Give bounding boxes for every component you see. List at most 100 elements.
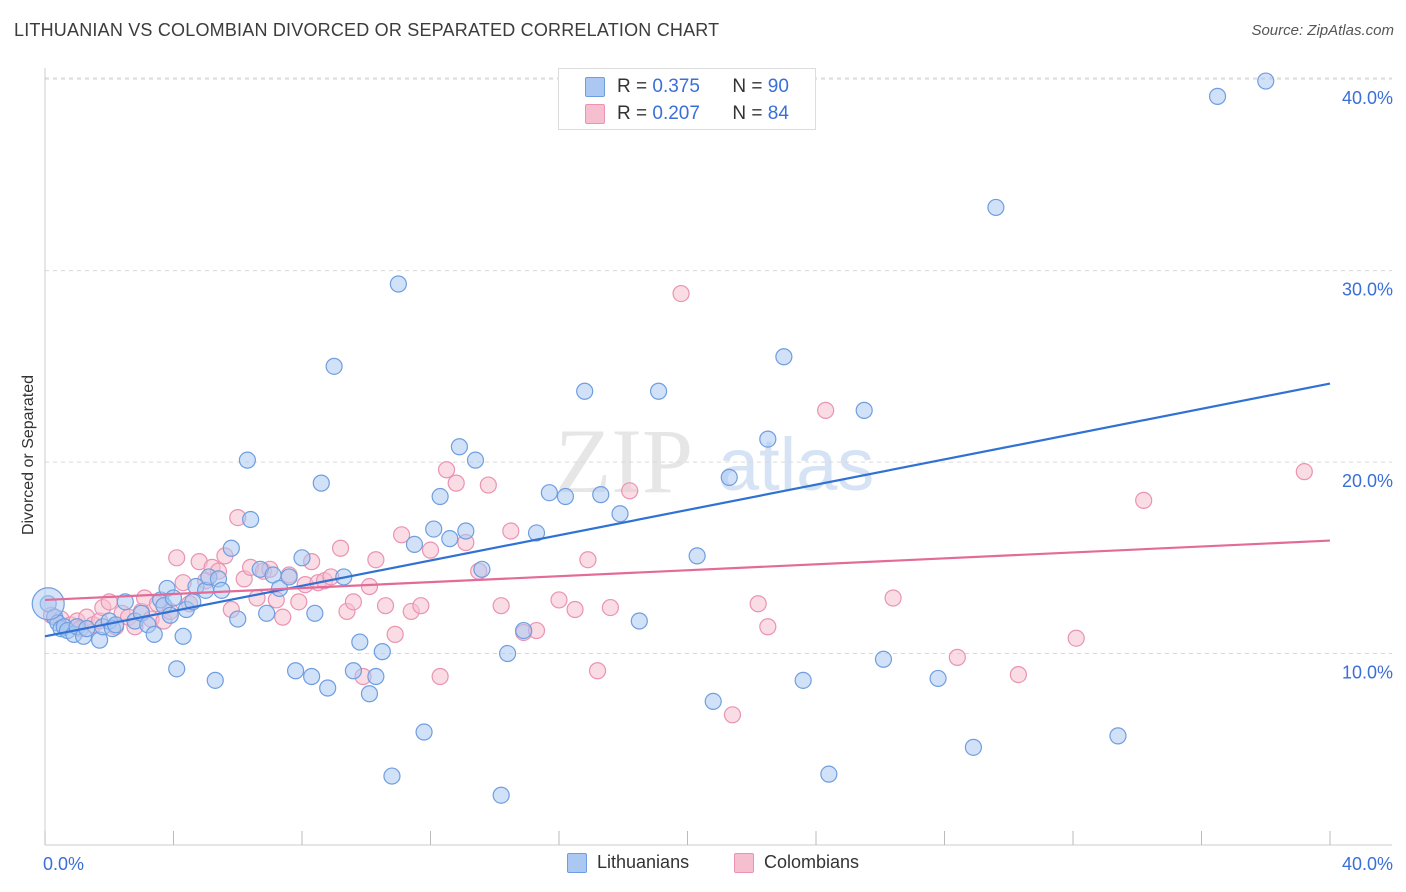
legend-label-lithuanians: Lithuanians xyxy=(597,852,690,872)
lithuanians-point xyxy=(441,530,459,548)
lithuanians-point xyxy=(373,643,391,661)
lithuanians-point xyxy=(303,667,321,686)
lithuanians-point xyxy=(874,650,893,668)
colombians-point xyxy=(759,618,777,636)
colombians-point xyxy=(479,476,497,494)
r-value: 0.375 xyxy=(652,76,700,97)
lithuanians-point xyxy=(515,621,533,640)
colombians-point xyxy=(884,589,902,607)
lithuanians-swatch xyxy=(567,852,587,873)
series-legend: Lithuanians Colombians xyxy=(0,852,1406,876)
colombians-point xyxy=(386,625,404,643)
lithuanians-point xyxy=(107,616,125,634)
lithuanians-point xyxy=(312,474,330,492)
lithuanians-point xyxy=(306,604,324,622)
lithuanians-point xyxy=(222,539,240,557)
lithuanians-point xyxy=(492,786,510,804)
lithuanians-swatch xyxy=(585,77,605,97)
colombians-point xyxy=(588,662,607,680)
lithuanians-point xyxy=(1109,727,1127,745)
r-value: 0.207 xyxy=(652,103,700,124)
colombians-point xyxy=(290,593,308,611)
lithuanians-point xyxy=(280,568,298,586)
stats-row-colombians: R = 0.207 N = 84 xyxy=(585,103,789,125)
stats-legend: R = 0.375 N = 90 R = 0.207 N = 84 xyxy=(558,68,816,130)
colombians-point xyxy=(392,526,411,544)
lithuanians-point xyxy=(688,547,706,565)
colombians-point xyxy=(601,598,620,617)
x-tick-label: 40.0% xyxy=(1342,854,1393,874)
lithuanians-cluster-point xyxy=(31,587,65,621)
colombians-point xyxy=(1295,463,1313,481)
lithuanians-point xyxy=(242,510,260,529)
stats-row-lithuanians: R = 0.375 N = 90 xyxy=(585,76,789,98)
colombians-trend-line xyxy=(44,539,1331,602)
lithuanians-point xyxy=(1257,72,1275,90)
colombians-point xyxy=(1067,629,1085,647)
colombians-point xyxy=(412,597,430,615)
r-label: R = xyxy=(617,103,653,124)
r-label: R = xyxy=(617,76,653,97)
lithuanians-point xyxy=(775,348,793,366)
colombians-point xyxy=(168,549,186,567)
lithuanians-point xyxy=(1208,87,1227,105)
colombians-point xyxy=(1135,491,1153,509)
n-label: N = xyxy=(732,103,768,124)
lithuanians-point xyxy=(286,662,305,680)
lithuanians-point xyxy=(556,487,575,506)
n-value: 84 xyxy=(767,103,789,124)
colombians-point xyxy=(274,608,292,626)
lithuanians-point xyxy=(649,382,668,400)
colombians-point xyxy=(1009,665,1027,684)
colombians-point xyxy=(376,597,395,615)
lithuanians-point xyxy=(405,535,424,554)
source-label: Source: ZipAtlas.com xyxy=(1251,22,1394,39)
lithuanians-point xyxy=(527,524,546,542)
lithuanians-point xyxy=(344,662,362,680)
lithuanians-point xyxy=(611,505,629,523)
y-tick-label: 10.0% xyxy=(1342,663,1393,683)
legend-item-lithuanians[interactable]: Lithuanians xyxy=(567,852,689,873)
lithuanians-point xyxy=(794,671,812,689)
watermark-atlas: atlas xyxy=(718,423,874,506)
legend-item-colombians[interactable]: Colombians xyxy=(734,852,859,873)
colombians-point xyxy=(447,474,465,492)
axes xyxy=(44,68,1392,846)
colombians-point xyxy=(421,541,440,559)
lithuanians-point xyxy=(164,589,183,607)
legend-label-colombians: Colombians xyxy=(764,852,860,872)
lithuanians-point xyxy=(929,669,947,688)
lithuanians-point xyxy=(415,723,433,741)
lithuanians-point xyxy=(145,625,163,643)
y-tick-label: 20.0% xyxy=(1342,471,1393,491)
lithuanians-point xyxy=(325,357,343,375)
x-tick-labels: 0.0% 40.0% xyxy=(43,854,1393,874)
lithuanians-point xyxy=(319,679,337,697)
n-label: N = xyxy=(732,76,768,97)
lithuanians-trend-line xyxy=(44,382,1331,638)
lithuanians-point xyxy=(759,430,777,448)
lithuanians-point xyxy=(630,612,648,630)
lithuanians-point xyxy=(206,671,224,689)
lithuanians-point xyxy=(704,692,722,711)
lithuanians-point xyxy=(174,627,192,645)
lithuanians-point xyxy=(820,765,838,783)
lithuanians-point xyxy=(425,520,443,538)
colombians-point xyxy=(437,461,456,479)
lithuanians-point xyxy=(592,486,610,504)
lithuanians-point xyxy=(466,451,485,469)
lithuanians-points xyxy=(31,72,1275,804)
lithuanians-point xyxy=(576,382,594,400)
colombians-swatch xyxy=(585,104,605,124)
colombians-point xyxy=(360,577,379,596)
lithuanians-point xyxy=(116,593,134,611)
lithuanians-point xyxy=(213,581,231,599)
trend-lines xyxy=(44,382,1331,638)
lithuanians-point xyxy=(351,633,369,651)
n-value: 90 xyxy=(767,76,789,97)
colombians-point xyxy=(817,401,835,419)
colombians-point xyxy=(492,597,510,615)
lithuanians-point xyxy=(389,275,407,293)
lithuanians-point xyxy=(360,685,379,703)
